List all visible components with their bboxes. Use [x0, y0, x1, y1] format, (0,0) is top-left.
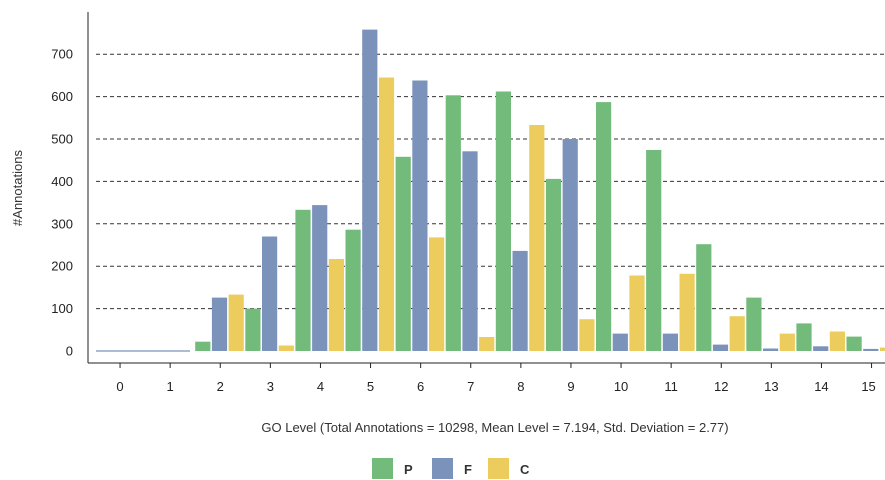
bar-f-level-14	[813, 346, 829, 351]
y-tick-label: 700	[51, 47, 73, 62]
bar-f-level-13	[763, 348, 779, 351]
bar-c-level-5	[378, 77, 395, 351]
legend-label: P	[404, 462, 413, 477]
bar-c-level-4	[328, 259, 344, 351]
bar-c-level-9	[579, 319, 595, 351]
legend-swatch	[372, 458, 393, 479]
bar-f-level-12	[712, 344, 729, 351]
bar-c-level-11	[679, 273, 695, 351]
x-tick-label: 11	[664, 379, 678, 394]
x-tick-label: 13	[764, 379, 778, 394]
bar-p-level-15	[846, 336, 862, 351]
bar-p-level-8	[495, 91, 511, 351]
bar-c-level-12	[729, 316, 745, 351]
bar-c-level-3	[278, 345, 294, 351]
bar-f-level-9	[562, 139, 578, 351]
bar-f-level-11	[662, 333, 678, 351]
y-tick-label: 400	[51, 174, 73, 189]
bar-c-level-7	[479, 337, 495, 351]
bar-f-level-2	[211, 297, 228, 351]
bar-p-level-7	[445, 95, 461, 351]
x-tick-label: 2	[217, 379, 224, 394]
y-tick-label: 0	[66, 344, 73, 359]
legend-item-c: C	[488, 458, 530, 479]
x-axis-label: GO Level (Total Annotations = 10298, Mea…	[261, 420, 728, 435]
x-tick-label: 9	[567, 379, 574, 394]
legend-label: C	[520, 462, 530, 477]
x-tick-label: 14	[814, 379, 828, 394]
bar-f-level-6	[412, 80, 428, 351]
x-tick-label: 4	[317, 379, 324, 394]
bar-c-level-10	[629, 275, 645, 351]
y-tick-label: 200	[51, 259, 73, 274]
bar-c-level-15	[879, 347, 885, 351]
x-tick-label: 0	[116, 379, 123, 394]
legend-item-f: F	[432, 458, 472, 479]
bar-p-level-4	[295, 209, 311, 351]
bar-c-level-13	[779, 333, 795, 351]
y-tick-label: 500	[51, 132, 73, 147]
y-tick-label: 100	[51, 301, 73, 316]
bar-f-level-4	[312, 205, 328, 351]
bar-p-level-12	[696, 244, 712, 351]
bar-p-level-13	[746, 297, 762, 351]
bar-p-level-10	[596, 102, 612, 351]
x-tick-label: 15	[861, 379, 875, 394]
bar-p-level-5	[345, 229, 361, 351]
bar-p-level-6	[395, 156, 411, 351]
bar-f-level-8	[512, 250, 528, 351]
bar-f-level-15	[863, 348, 879, 351]
bar-c-level-2	[228, 294, 244, 351]
x-tick-label: 6	[417, 379, 424, 394]
x-tick-label: 5	[367, 379, 374, 394]
bar-f-level-10	[612, 333, 628, 351]
legend-item-p: P	[372, 458, 413, 479]
bar-c-level-6	[429, 237, 445, 351]
bar-f-level-3	[262, 236, 278, 351]
bar-c-level-8	[529, 125, 545, 351]
gridlines	[96, 53, 885, 310]
x-tick-label: 12	[714, 379, 728, 394]
bar-p-level-11	[646, 150, 662, 351]
y-axis-label: #Annotations	[10, 150, 25, 226]
bar-p-level-14	[796, 323, 812, 351]
y-tick-label: 300	[51, 216, 73, 231]
x-tick-label: 3	[267, 379, 274, 394]
legend-swatch	[488, 458, 509, 479]
bar-p-level-9	[545, 178, 562, 351]
bars	[96, 29, 885, 352]
bar-c-level-14	[829, 331, 845, 351]
y-tick-label: 600	[51, 89, 73, 104]
x-tick-label: 10	[614, 379, 628, 394]
x-tick-label: 8	[517, 379, 524, 394]
bar-f-level-5	[362, 29, 378, 351]
bar-f-level-7	[462, 151, 478, 351]
legend-swatch	[432, 458, 453, 479]
x-tick-label: 1	[167, 379, 174, 394]
x-tick-label: 7	[467, 379, 474, 394]
bar-p-level-2	[195, 341, 211, 351]
legend-label: F	[464, 462, 472, 477]
bar-p-level-3	[245, 308, 261, 351]
